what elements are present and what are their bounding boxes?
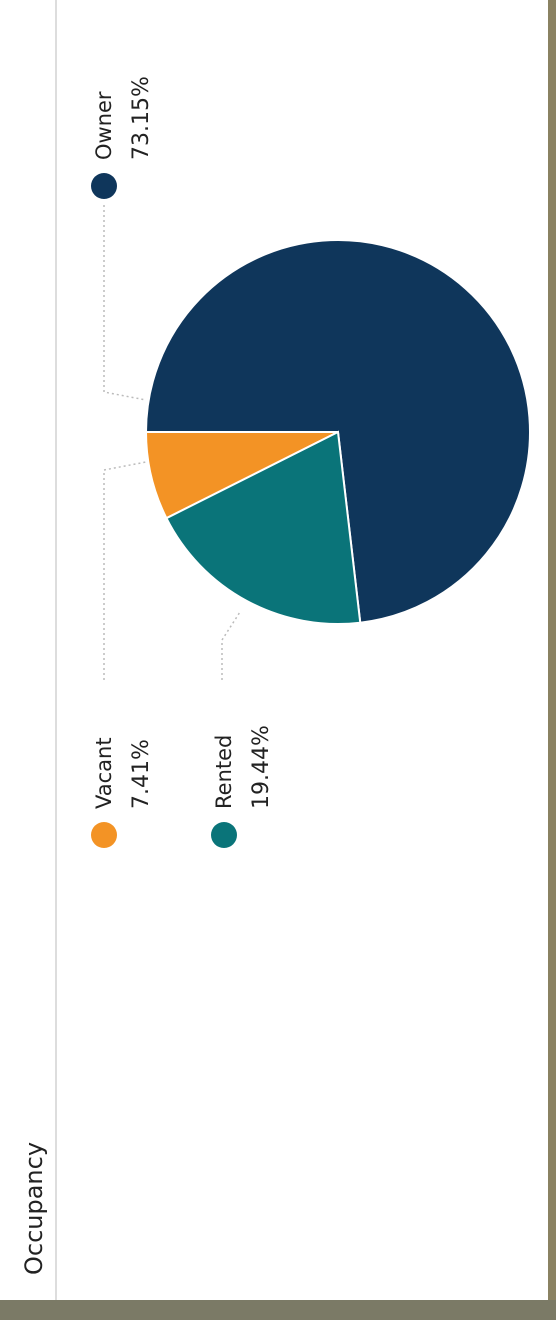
panel bbox=[0, 0, 548, 1300]
value-label: 73.15% bbox=[129, 76, 154, 160]
value-label: 19.44% bbox=[249, 725, 274, 809]
legend-dot bbox=[211, 822, 237, 848]
map-strip bbox=[0, 1300, 556, 1320]
chart-title: Occupancy bbox=[20, 1142, 48, 1275]
legend-dot bbox=[91, 822, 117, 848]
legend-label: Rented bbox=[212, 735, 236, 809]
leader-lines bbox=[103, 205, 241, 680]
legend-label: Vacant bbox=[92, 737, 116, 809]
legend-dot bbox=[91, 173, 117, 199]
pie-slice bbox=[165, 430, 362, 625]
map-strip bbox=[548, 0, 556, 1320]
value-label: 7.41% bbox=[129, 739, 154, 809]
legend-label: Owner bbox=[92, 91, 116, 160]
